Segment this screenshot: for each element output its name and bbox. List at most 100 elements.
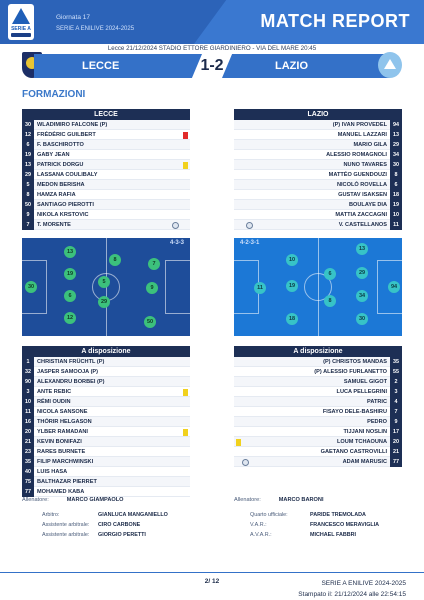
away-team-name: LAZIO [275,60,308,72]
player-name: (P) ALESSIO FURLANETTO [314,369,387,375]
home-coach: Allenatore: MARCO GIAMPAOLO [22,497,124,503]
home-subs-panel: A disposizione 1 CHRISTIAN FRÜCHTL (P) 32 J… [22,346,190,497]
coach-label: Allenatore: [22,497,49,503]
player-marker: 9 [146,282,158,294]
player-marker: 13 [64,246,76,258]
player-row: 35 FILIP MARCHWINSKI [22,457,190,467]
player-row: 7 T. MORENTE [22,220,190,230]
logo-mark-icon [12,8,30,24]
shirt-number: 50 [22,200,34,210]
assistant1-label: Assistente arbitrale: [42,522,90,528]
player-name: LUCA PELLEGRINI [336,389,387,395]
shirt-number: 90 [22,377,34,387]
player-marker: 34 [356,290,368,302]
player-name: BALTHAZAR PIERRET [37,479,97,485]
shirt-number: 34 [390,150,402,160]
player-row: 17 TIJJANI NOSLIN [234,427,402,437]
player-row: 16 THÓRIR HELGASON [22,417,190,427]
player-marker: 8 [109,254,121,266]
player-name: RARES BURNETE [37,449,86,455]
player-name: NIKOLA KRSTOVIC [37,212,89,218]
shirt-number: 19 [22,150,34,160]
player-row: 3 LUCA PELLEGRINI [234,387,402,397]
shirt-number: 10 [390,210,402,220]
away-lineup-list: 94 (P) IVAN PROVEDEL 13 MANUEL LAZZARI 29 MAR… [234,120,402,230]
shirt-number: 40 [22,467,34,477]
player-row: 10 MATTIA ZACCAGNI [234,210,402,220]
player-name: THÓRIR HELGASON [37,419,92,425]
shirt-number: 6 [390,180,402,190]
player-row: 50 SANTIAGO PIEROTTI [22,200,190,210]
player-name: NUNO TAVARES [343,162,387,168]
player-marker: 13 [356,243,368,255]
serie-a-logo: SERIE A [8,4,34,40]
red-card-icon [183,132,188,139]
logo-text: SERIE A [11,26,31,32]
player-row: 10 RÉMI OUDIN [22,397,190,407]
player-marker: 10 [286,254,298,266]
player-name: PATRICK DORGU [37,162,84,168]
player-row: 77 MOHAMED KABA [22,487,190,497]
player-name: BOULAYE DIA [348,202,387,208]
coach-label: Allenatore: [234,497,261,503]
matchday-label: Giornata 17 [56,14,90,21]
shirt-number: 35 [390,357,402,367]
player-name: MARIO GILA [353,142,387,148]
shirt-number: 8 [22,190,34,200]
away-subs-header: A disposizione [234,346,402,357]
player-row: 32 JASPER SAMOOJA (P) [22,367,190,377]
goal-ball-icon [246,221,253,229]
shirt-number: 77 [22,487,34,497]
home-subs-list: 1 CHRISTIAN FRÜCHTL (P) 32 JASPER SAMOOJA (… [22,357,190,497]
player-row: 55 (P) ALESSIO FURLANETTO [234,367,402,377]
away-coach-name: MARCO BARONI [278,497,324,503]
player-name: FILIP MARCHWINSKI [37,459,94,465]
var-label: V.A.R.: [250,522,267,528]
player-row: 8 HAMZA RAFIA [22,190,190,200]
score-band: LECCE 1-2 LAZIO [22,52,402,78]
shirt-number: 77 [390,457,402,467]
player-marker: 7 [148,258,160,270]
away-subs-panel: A disposizione 35 (P) CHRISTOS MANDAS 55 (P… [234,346,402,467]
penalty-box-right [377,260,402,314]
player-row: 20 YLBER RAMADANI [22,427,190,437]
shirt-number: 17 [390,427,402,437]
player-name: SANTIAGO PIEROTTI [37,202,94,208]
player-row: 11 NICOLA SANSONE [22,407,190,417]
goal-ball-icon [242,458,249,466]
home-lineup-panel: LECCE 30 WLADIMIRO FALCONE (P) 12 FRÉDÉRIC … [22,109,190,230]
assistant2-name: GIORGIO PERETTI [98,532,146,538]
player-name: LOUM TCHAOUNA [336,439,387,445]
player-name: WLADIMIRO FALCONE (P) [37,122,108,128]
player-row: 29 MARIO GILA [234,140,402,150]
player-name: MATTÉO GUENDOUZI [328,172,387,178]
away-band [222,54,390,78]
player-row: 6 NICOLÒ ROVELLA [234,180,402,190]
yellow-card-icon [236,439,241,446]
shirt-number: 23 [22,447,34,457]
footer-divider [0,572,424,573]
shirt-number: 32 [22,367,34,377]
report-header: SERIE A Giornata 17 SERIE A ENILIVE 2024… [0,0,424,44]
home-formation-label: 4-3-3 [169,240,184,246]
yellow-card-icon [183,389,188,396]
footer-meta: SERIE A ENILIVE 2024-2025 Stampato il: 2… [298,578,406,600]
center-circle [304,273,332,301]
player-marker: 6 [64,290,76,302]
final-score: 1-2 [200,57,224,74]
player-row: 21 KEVIN BONIFAZI [22,437,190,447]
player-row: 94 (P) IVAN PROVEDEL [234,120,402,130]
player-name: ANTE REBIC [37,389,72,395]
shirt-number: 20 [390,437,402,447]
player-marker: 94 [388,281,400,293]
player-marker: 29 [356,267,368,279]
player-row: 35 (P) CHRISTOS MANDAS [234,357,402,367]
shirt-number: 55 [390,367,402,377]
home-coach-name: MARCO GIAMPAOLO [66,497,124,503]
player-name: CHRISTIAN FRÜCHTL (P) [37,359,105,365]
player-name: RÉMI OUDIN [37,399,71,405]
shirt-number: 4 [390,397,402,407]
shirt-number: 13 [22,160,34,170]
shirt-number: 21 [390,447,402,457]
away-lineup-panel: LAZIO 94 (P) IVAN PROVEDEL 13 MANUEL LAZZAR… [234,109,402,230]
